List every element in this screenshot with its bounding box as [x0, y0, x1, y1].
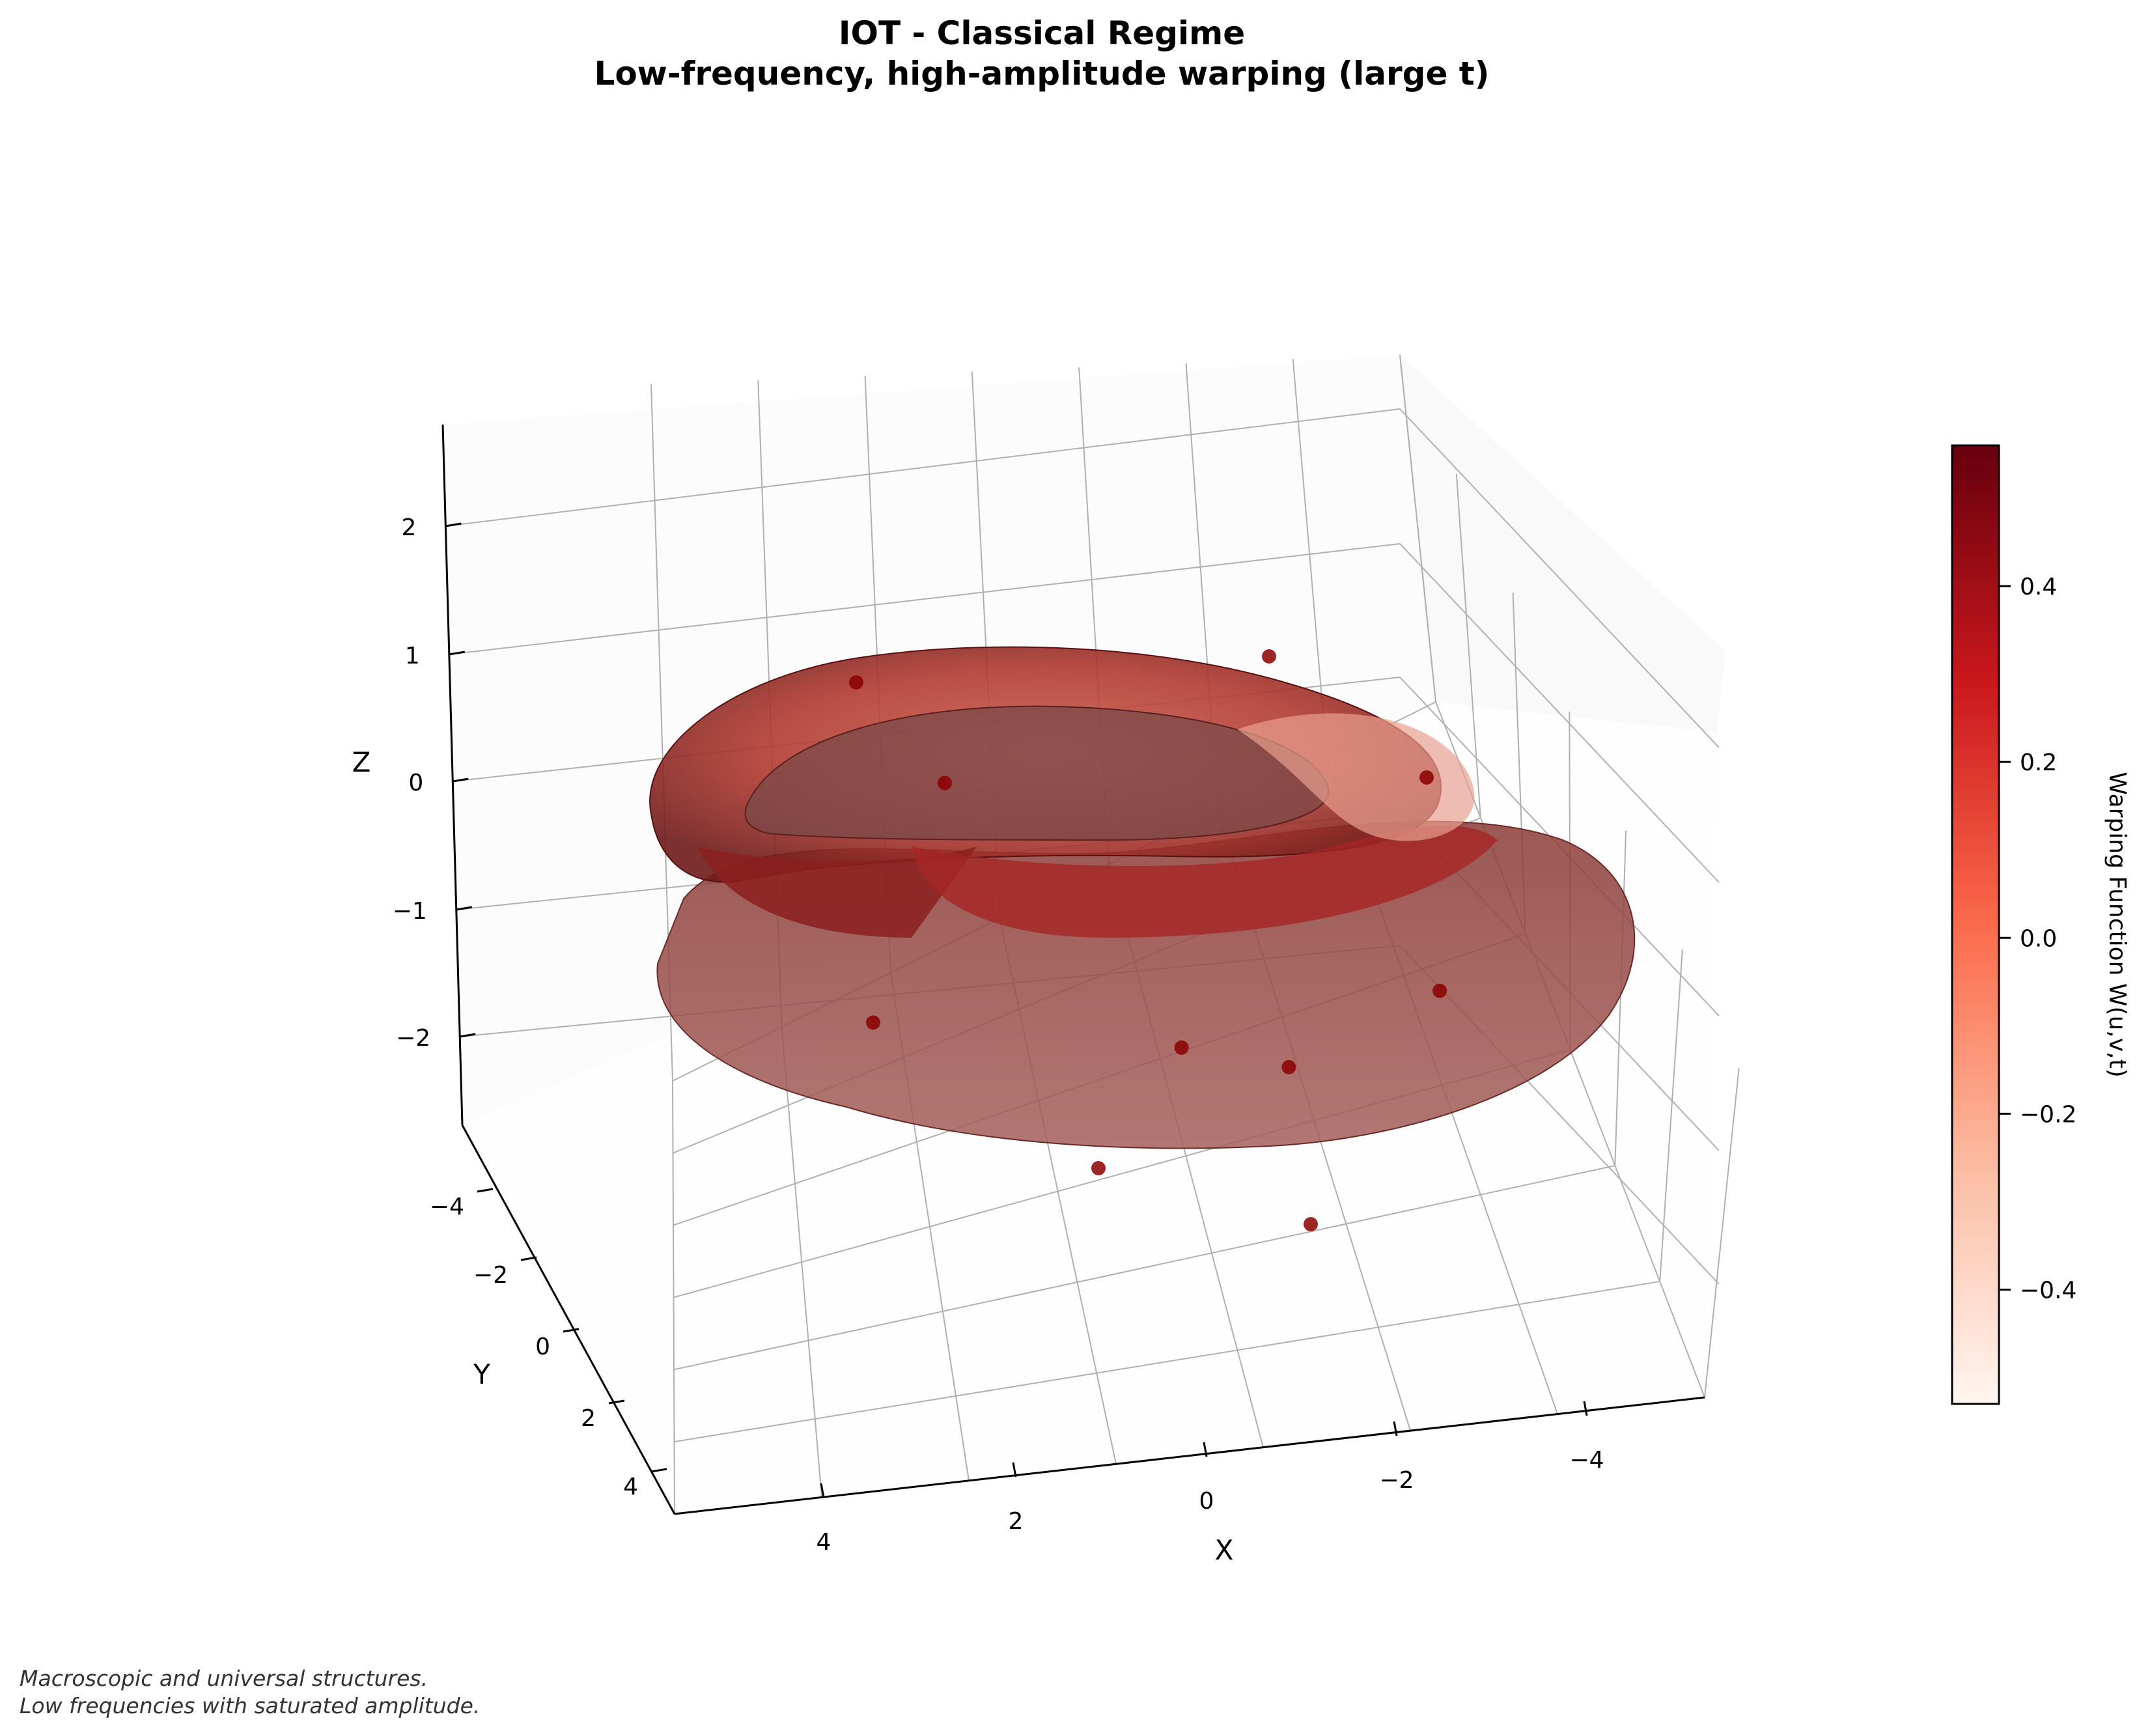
caption-line-2: Low frequencies with saturated amplitude…: [20, 1693, 481, 1718]
floor-gridline-y: [674, 1281, 1660, 1443]
colorbar-tick-label: 0.2: [2020, 749, 2057, 776]
y-tick-mark: [650, 1468, 667, 1473]
torus-surface: [649, 646, 1636, 1149]
scatter-points: [849, 649, 1447, 1231]
x-tick-mark: [1583, 1401, 1588, 1416]
colorbar-tick-label: 0.4: [2020, 574, 2057, 600]
z-tick-label: 1: [405, 643, 420, 669]
y-tick-label: 2: [581, 1405, 596, 1432]
colorbar-ticks: 0.4 0.2 0.0 −0.2 −0.4: [1999, 574, 2076, 1304]
axes-lines: [441, 424, 1705, 1515]
x-tick-mark: [820, 1483, 825, 1498]
x-tick-label: 4: [817, 1529, 831, 1556]
y-tick-mark: [563, 1328, 580, 1333]
y-axis-line: [461, 1125, 676, 1515]
torus-right-lobe: [1237, 713, 1475, 841]
z-tick-mark: [449, 651, 466, 656]
chart-title: IOT - Classical Regime: [838, 14, 1246, 52]
y-tick-label: −4: [430, 1194, 464, 1220]
y-tick-label: 4: [623, 1474, 638, 1500]
back-gridline-z: [445, 408, 1401, 527]
colorbar-tick-label: 0.0: [2020, 925, 2057, 952]
scatter-point: [1432, 983, 1447, 998]
z-tick-mark: [453, 777, 469, 783]
scatter-point: [849, 675, 863, 690]
chart-subtitle: Low-frequency, high-amplitude warping (l…: [594, 55, 1490, 92]
scatter-point: [1304, 1217, 1318, 1231]
y-tick-mark: [608, 1399, 625, 1405]
z-axis-line: [441, 424, 464, 1126]
x-tick-label: −2: [1379, 1467, 1414, 1494]
scatter-point: [1262, 649, 1276, 664]
caption-line-1: Macroscopic and universal structures.: [20, 1666, 428, 1691]
x-tick-label: −4: [1569, 1447, 1604, 1474]
scatter-point: [1419, 770, 1434, 785]
y-tick-mark: [477, 1188, 494, 1193]
torus-front-band-right: [912, 825, 1498, 938]
y-tick-label: 0: [535, 1334, 550, 1360]
torus-front-band-left: [697, 847, 977, 938]
x-tick-mark: [1203, 1442, 1208, 1457]
z-tick-label: −2: [396, 1025, 430, 1052]
side-gridline-vertical: [1614, 830, 1627, 1166]
side-gridline-z: [1399, 408, 1720, 748]
x-tick-mark: [1012, 1462, 1017, 1477]
x-axis-label: X: [1215, 1534, 1234, 1566]
z-tick-mark: [456, 906, 473, 911]
back-gridline-vertical: [1292, 359, 1328, 757]
x-tick-label: 0: [1199, 1488, 1214, 1515]
scatter-point: [938, 776, 952, 791]
scatter-point: [866, 1015, 880, 1030]
y-tick-mark: [520, 1256, 537, 1261]
side-gridline-z: [1399, 543, 1720, 883]
scatter-point: [1091, 1161, 1106, 1175]
torus-inner-hole: [744, 705, 1330, 841]
colorbar: [1951, 444, 2000, 1405]
y-tick-label: −2: [473, 1262, 508, 1289]
scatter-point: [1281, 1059, 1296, 1074]
z-tick-label: 0: [408, 770, 423, 796]
tick-labels: 4 2 0 −2 −4 −4 −2 0 2 4 2 1 0 −1 −2: [393, 514, 1604, 1556]
x-axis-line: [674, 1396, 1705, 1515]
side-gridline-vertical: [1455, 473, 1481, 819]
z-axis-label: Z: [352, 746, 371, 778]
side-pane: [1400, 355, 1725, 733]
back-gridline-z: [449, 543, 1401, 655]
side-gridline-vertical: [1399, 354, 1436, 703]
y-axis-label: Y: [473, 1358, 490, 1390]
z-tick-label: 2: [401, 514, 416, 541]
colorbar-tick-label: −0.4: [2020, 1277, 2076, 1304]
z-tick-label: −1: [393, 898, 427, 925]
colorbar-label: Warping Function W(u,v,t): [2104, 772, 2130, 1078]
floor-gridline-y: [673, 1165, 1615, 1371]
x-tick-mark: [1393, 1421, 1398, 1436]
x-tick-label: 2: [1009, 1508, 1024, 1535]
z-tick-mark: [459, 1033, 476, 1038]
scatter-point: [1174, 1040, 1189, 1055]
side-gridline-vertical: [1704, 1068, 1740, 1398]
z-tick-mark: [445, 522, 462, 527]
colorbar-tick-label: −0.2: [2020, 1101, 2076, 1128]
